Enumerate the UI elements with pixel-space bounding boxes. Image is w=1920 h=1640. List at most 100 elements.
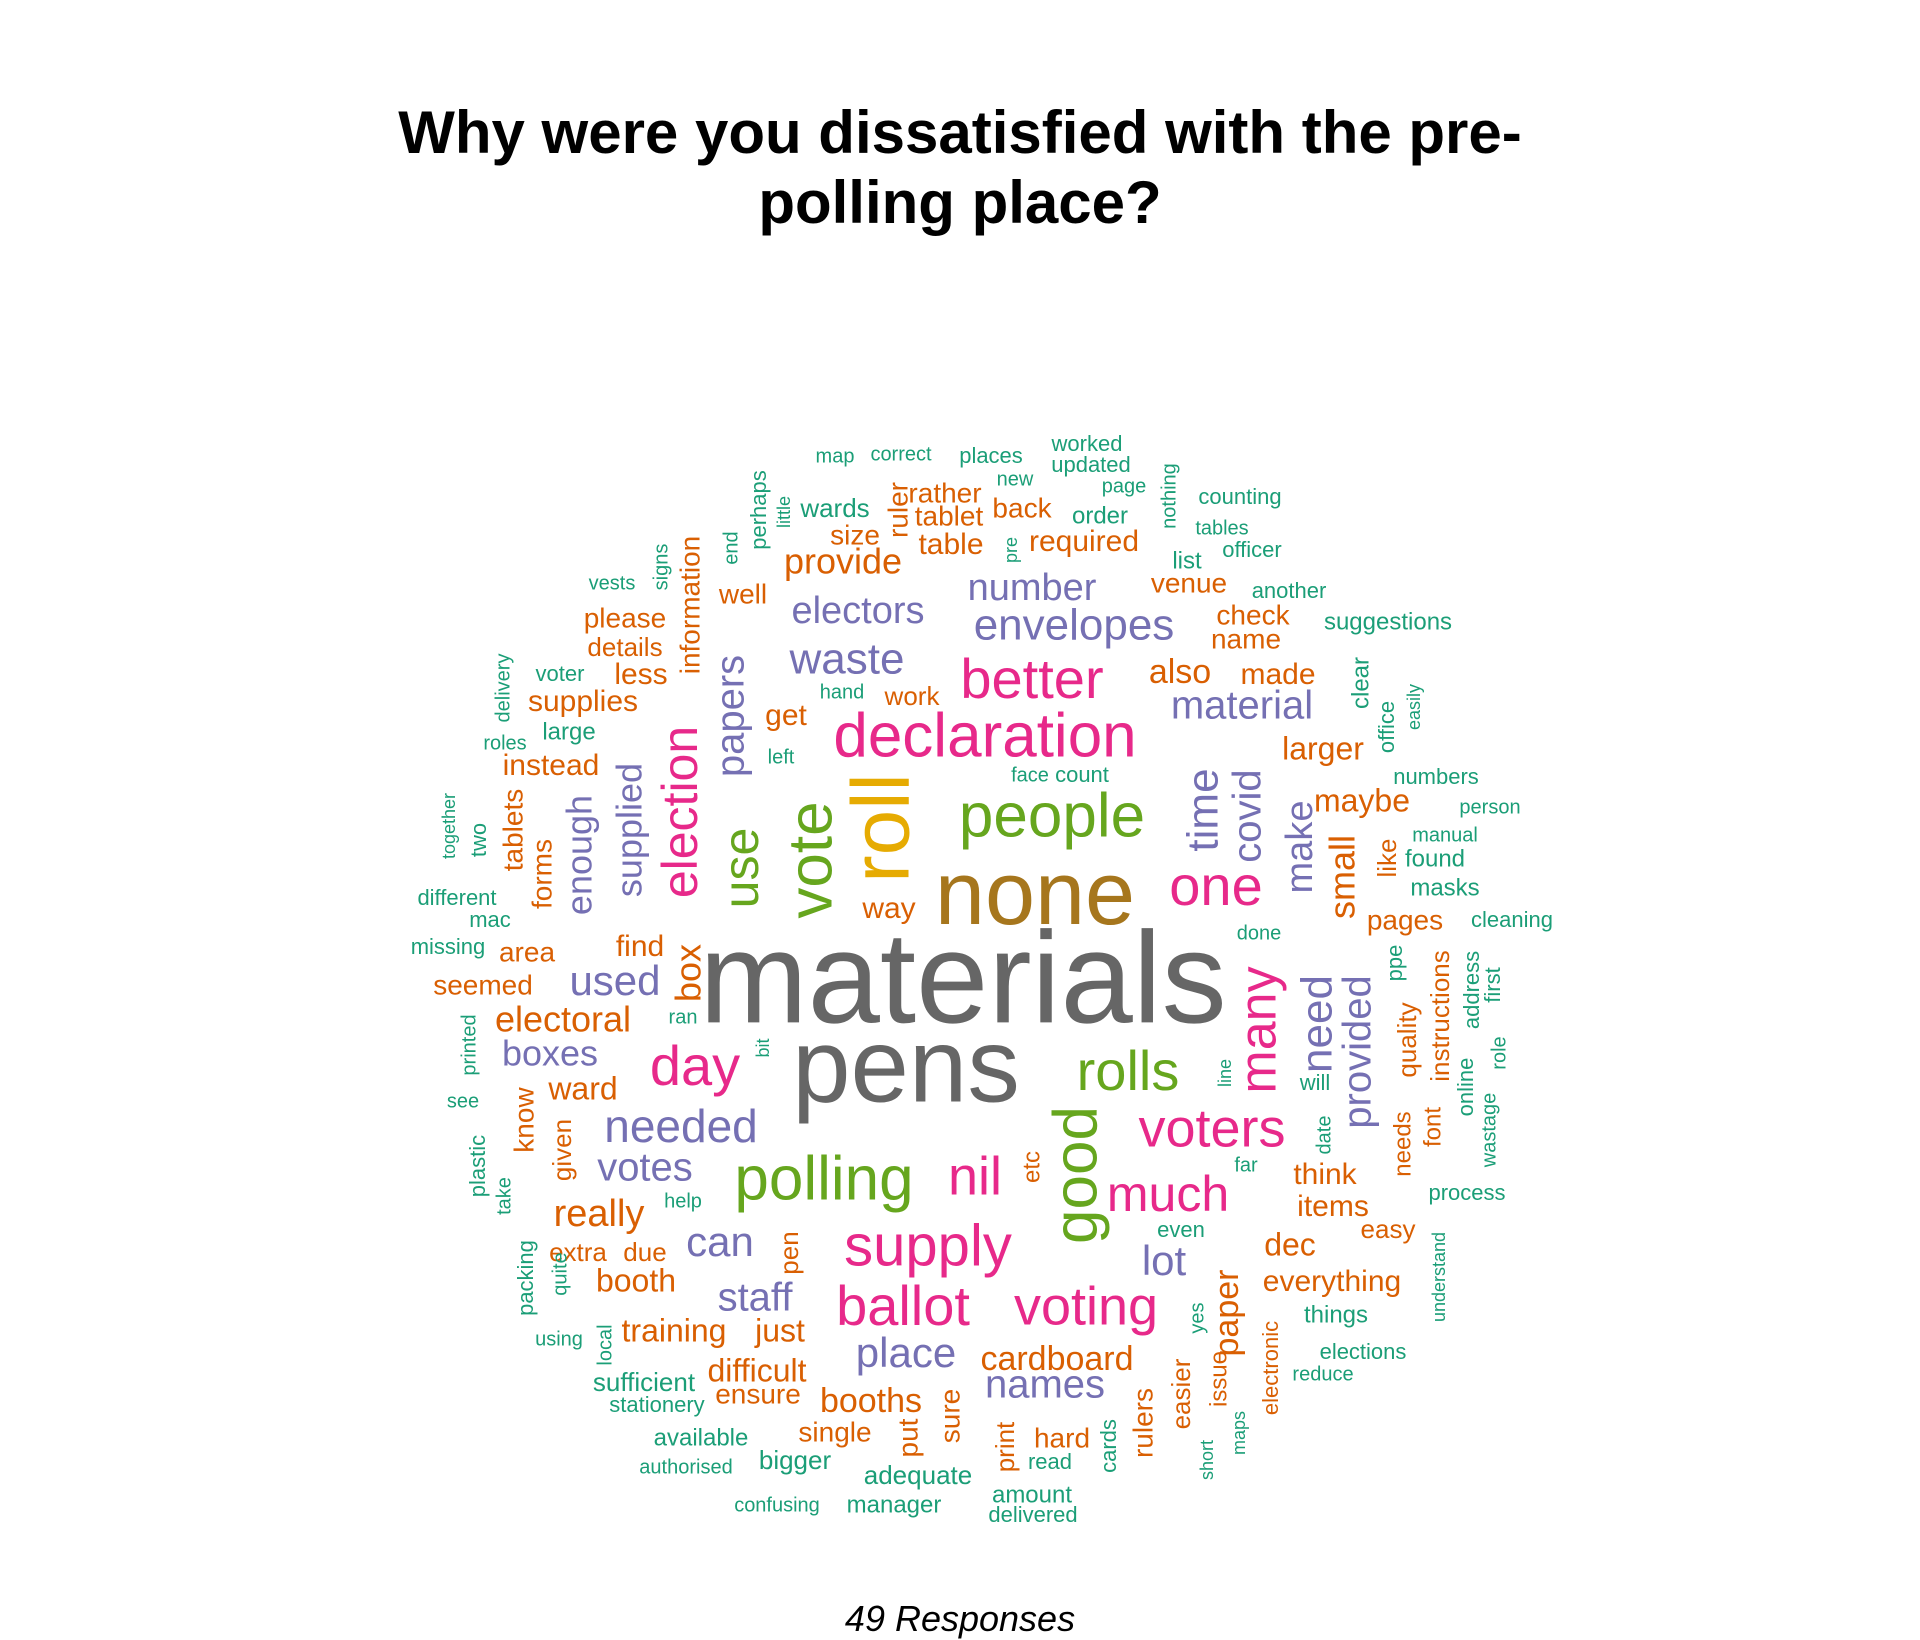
word-roll: roll [836,773,927,882]
word-available: available [654,1424,749,1451]
word-number: number [968,567,1097,609]
word-confusing: confusing [734,1494,820,1516]
word-nil: nil [948,1146,1002,1206]
word-training: training [622,1312,727,1348]
chart-title-line-2: polling place? [758,169,1162,236]
word-ran: ran [669,1006,698,1028]
word-new: new [997,468,1034,490]
word-officer: officer [1222,537,1282,562]
word-will: will [1299,1070,1331,1095]
word-manager: manager [847,1491,942,1518]
word-much: much [1107,1166,1229,1222]
word-person: person [1459,796,1520,818]
word-another: another [1252,578,1327,603]
word-provide: provide [784,541,902,582]
word-vote: vote [776,801,845,918]
word-voter: voter [536,661,585,686]
word-pre: pre [1001,537,1021,563]
word-electoral: electoral [495,999,631,1040]
word-information: information [674,536,705,675]
chart-title-line-1: Why were you dissatisfied with the pre- [398,99,1522,166]
word-paper: paper [1208,1270,1246,1357]
word-provided: provided [1336,975,1380,1128]
word-left: left [768,746,795,768]
word-order: order [1072,502,1128,529]
word-supplied: supplied [609,763,650,897]
word-materials: materials [699,904,1226,1050]
word-enough: enough [559,795,600,915]
word-tablets: tablets [497,789,528,872]
word-things: things [1304,1301,1368,1328]
word-election: election [652,726,708,898]
word-pens: pens [792,1008,1020,1125]
word-different: different [417,885,496,910]
word-easy: easy [1361,1214,1416,1244]
word-make: make [1279,801,1321,894]
word-packing: packing [513,1240,538,1316]
word-stationery: stationery [609,1392,704,1417]
word-help: help [664,1190,702,1212]
word-hand: hand [820,681,865,703]
word-vests: vests [589,572,636,594]
word-size: size [830,519,880,550]
word-authorised: authorised [639,1456,732,1478]
word-single: single [798,1416,871,1447]
word-rather: rather [908,477,981,508]
word-wastage: wastage [1478,1093,1500,1169]
word-amount: amount [992,1481,1072,1508]
word-seemed: seemed [433,969,533,1000]
word-large: large [542,718,595,745]
word-covid: covid [1226,769,1270,862]
word-numbers: numbers [1393,764,1479,789]
word-also: also [1149,653,1211,691]
word-dec: dec [1264,1226,1316,1262]
word-list: list [1172,547,1202,574]
word-good: good [1041,1106,1110,1244]
word-none: none [935,844,1135,944]
word-roles: roles [483,732,526,754]
word-booth: booth [596,1262,676,1298]
word-instructions: instructions [1425,950,1455,1082]
word-masks: masks [1410,874,1479,901]
word-local: local [594,1324,616,1365]
word-work: work [884,681,941,711]
word-polling: polling [734,1144,913,1213]
word-people: people [959,781,1145,850]
word-map: map [816,445,855,467]
word-bit: bit [753,1038,773,1057]
word-ensure: ensure [715,1378,801,1409]
word-online: online [1453,1058,1478,1117]
word-electors: electors [791,590,924,632]
word-etc: etc [1018,1151,1045,1183]
word-lot: lot [1142,1237,1187,1284]
word-sure: sure [934,1389,965,1443]
word-please: please [584,602,667,633]
word-office: office [1374,701,1399,753]
word-given: given [547,1119,577,1181]
word-put: put [892,1418,923,1457]
word-rolls: rolls [1077,1039,1180,1102]
word-tables: tables [1195,517,1248,539]
word-difficult: difficult [707,1352,806,1388]
word-supply: supply [844,1213,1012,1278]
word-cleaning: cleaning [1471,907,1553,932]
word-way: way [861,892,915,925]
word-due: due [623,1237,666,1267]
word-count: count [1055,762,1109,787]
word-cards: cards [1096,1419,1121,1473]
word-signs: signs [650,544,672,591]
word-easier: easier [1166,1358,1196,1429]
word-first: first [1480,967,1505,1002]
word-perhaps: perhaps [746,470,771,550]
word-read: read [1028,1449,1072,1474]
response-count: 49 Responses [844,1598,1076,1639]
word-page: page [1102,475,1147,497]
word-places: places [959,443,1023,468]
word-one: one [1169,854,1262,917]
word-like: like [1372,838,1402,877]
word-worked: worked [1051,431,1123,456]
word-back: back [992,492,1052,523]
word-items: items [1297,1190,1369,1223]
word-hard: hard [1034,1422,1090,1453]
